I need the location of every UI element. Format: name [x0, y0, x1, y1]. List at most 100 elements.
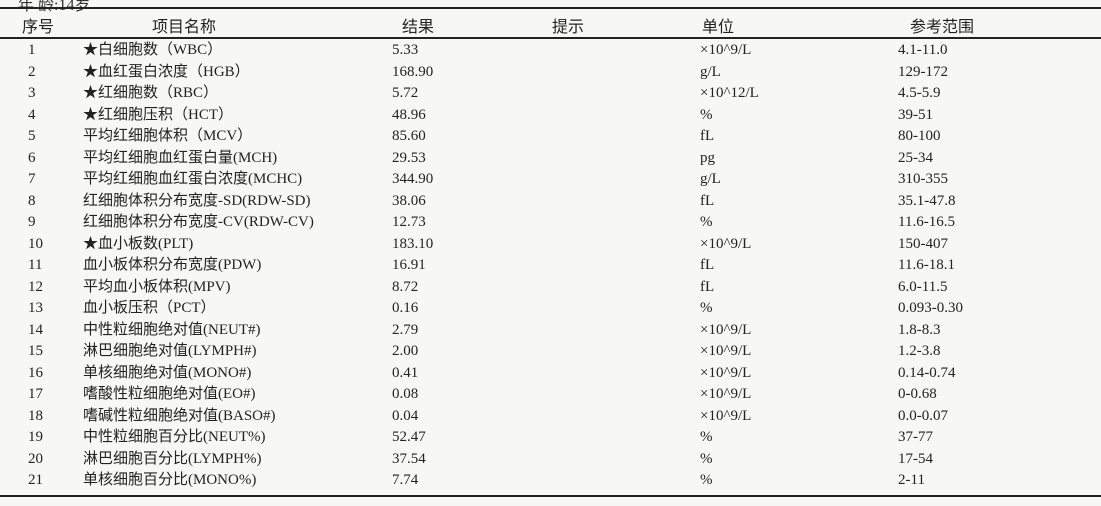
cell-item-name: 红细胞体积分布宽度-SD(RDW-SD): [83, 192, 311, 209]
cell-result: 38.06: [392, 192, 426, 209]
cell-index: 3: [28, 85, 36, 101]
cell-result: 183.10: [392, 235, 434, 252]
cell-unit: g/L: [700, 171, 721, 187]
cell-index: 21: [28, 472, 43, 488]
cell-item-name: 平均血小板体积(MPV): [83, 278, 231, 295]
cell-index: 2: [28, 63, 36, 80]
cell-unit: fL: [700, 278, 715, 295]
cell-index: 1: [28, 42, 36, 58]
cell-reference-range: 11.6-18.1: [898, 257, 955, 273]
table-row: 14 中性粒细胞绝对值(NEUT#) 2.79 ×10^9/L 1.8-8.3: [0, 320, 1101, 342]
cell-item-name: 单核细胞绝对值(MONO#): [83, 364, 252, 381]
cell-index: 18: [28, 407, 43, 424]
cell-item-name: 平均红细胞血红蛋白浓度(MCHC): [83, 171, 303, 187]
cell-unit: ×10^9/L: [700, 364, 752, 381]
cell-item-name: 单核细胞百分比(MONO%): [83, 472, 257, 488]
cell-result: 7.74: [392, 472, 419, 488]
cell-result: 0.16: [392, 300, 419, 316]
cell-unit: %: [700, 429, 713, 445]
cell-reference-range: 2-11: [898, 472, 925, 488]
table-row: 6 平均红细胞血红蛋白量(MCH) 29.53 pg 25-34: [0, 148, 1101, 170]
cell-index: 16: [28, 364, 43, 381]
col-header-unit: 单位: [702, 19, 735, 36]
table-row: 7 平均红细胞血红蛋白浓度(MCHC) 344.90 g/L 310-355: [0, 169, 1101, 191]
table-row: 4 ★红细胞压积（HCT） 48.96% 39-51: [0, 105, 1101, 127]
cell-reference-range: 129-172: [898, 63, 948, 80]
col-header-reference: 参考范围: [910, 19, 975, 36]
cell-item-name: ★血小板数(PLT): [83, 235, 194, 252]
cell-unit: ×10^9/L: [700, 235, 752, 252]
cell-index: 11: [28, 257, 43, 273]
cell-index: 20: [28, 450, 43, 467]
cell-unit: %: [700, 106, 713, 123]
cell-result: 0.04: [392, 407, 419, 424]
cell-result: 8.72: [392, 278, 419, 295]
cell-reference-range: 25-34: [898, 149, 933, 166]
cell-unit: ×10^9/L: [700, 343, 752, 359]
cell-reference-range: 0.093-0.30: [898, 300, 963, 316]
col-header-result: 结果: [402, 19, 435, 36]
cell-reference-range: 35.1-47.8: [898, 192, 956, 209]
cell-item-name: 嗜碱性粒细胞绝对值(BASO#): [83, 407, 276, 424]
cell-result: 0.41: [392, 364, 419, 381]
cell-index: 9: [28, 214, 36, 230]
table-row: 18 嗜碱性粒细胞绝对值(BASO#) 0.04 ×10^9/L 0.0-0.07: [0, 406, 1101, 428]
cell-reference-range: 4.1-11.0: [898, 42, 948, 58]
table-row: 3 ★红细胞数（RBC） 5.72 ×10^12/L 4.5-5.9: [0, 83, 1101, 105]
cell-unit: %: [700, 300, 713, 316]
cell-item-name: 淋巴细胞绝对值(LYMPH#): [83, 343, 257, 359]
cell-result: 48.96: [392, 106, 426, 123]
cell-unit: ×10^9/L: [700, 386, 752, 402]
table-row: 8 红细胞体积分布宽度-SD(RDW-SD) 38.06 fL 35.1-47.8: [0, 191, 1101, 213]
cell-index: 19: [28, 429, 43, 445]
table-row: 10 ★血小板数(PLT) 183.10 ×10^9/L 150-407: [0, 234, 1101, 256]
cell-index: 17: [28, 386, 43, 402]
cell-reference-range: 150-407: [898, 235, 948, 252]
table-row: 2 ★血红蛋白浓度（HGB） 168.90 g/L 129-172: [0, 62, 1101, 84]
cell-reference-range: 0-0.68: [898, 386, 937, 402]
col-header-index: 序号: [22, 19, 55, 36]
table-row: 16 单核细胞绝对值(MONO#) 0.41 ×10^9/L 0.14-0.74: [0, 363, 1101, 385]
cell-reference-range: 17-54: [898, 450, 933, 467]
table-row: 12 平均血小板体积(MPV) 8.72 fL 6.0-11.5: [0, 277, 1101, 299]
cell-result: 37.54: [392, 450, 426, 467]
table-row: 15 淋巴细胞绝对值(LYMPH#) 2.00 ×10^9/L 1.2-3.8: [0, 341, 1101, 363]
cell-result: 168.90: [392, 63, 434, 80]
cell-result: 29.53: [392, 149, 426, 166]
cell-index: 14: [28, 321, 43, 338]
cell-result: 344.90: [392, 171, 434, 187]
cell-unit: %: [700, 472, 713, 488]
table-row: 17 嗜酸性粒细胞绝对值(EO#) 0.08 ×10^9/L 0-0.68: [0, 384, 1101, 406]
top-rule: [0, 7, 1101, 9]
cell-index: 4: [28, 106, 36, 123]
cell-result: 16.91: [392, 257, 426, 273]
cell-reference-range: 6.0-11.5: [898, 278, 948, 295]
cell-reference-range: 39-51: [898, 106, 933, 123]
cell-index: 13: [28, 300, 43, 316]
table-row: 13 血小板压积（PCT） 0.16% 0.093-0.30: [0, 298, 1101, 320]
cell-reference-range: 11.6-16.5: [898, 214, 955, 230]
cell-item-name: 中性粒细胞绝对值(NEUT#): [83, 321, 261, 338]
cell-unit: fL: [700, 257, 715, 273]
bottom-rule: [0, 495, 1101, 497]
cell-item-name: 平均红细胞体积（MCV）: [83, 128, 253, 144]
cell-index: 10: [28, 235, 43, 252]
cell-index: 8: [28, 192, 36, 209]
cell-item-name: ★白细胞数（WBC）: [83, 42, 223, 58]
cell-unit: g/L: [700, 63, 721, 80]
table-row: 5 平均红细胞体积（MCV） 85.60 fL 80-100: [0, 126, 1101, 148]
cell-item-name: ★红细胞压积（HCT）: [83, 106, 234, 123]
cell-result: 12.73: [392, 214, 426, 230]
table-row: 19 中性粒细胞百分比(NEUT%) 52.47% 37-77: [0, 427, 1101, 449]
cell-result: 0.08: [392, 386, 419, 402]
cell-unit: fL: [700, 192, 715, 209]
cell-result: 5.72: [392, 85, 419, 101]
cell-item-name: 血小板体积分布宽度(PDW): [83, 257, 262, 273]
cell-unit: ×10^9/L: [700, 42, 752, 58]
cell-index: 12: [28, 278, 43, 295]
table-row: 21 单核细胞百分比(MONO%) 7.74% 2-11: [0, 470, 1101, 492]
cell-index: 7: [28, 171, 36, 187]
cell-unit: ×10^9/L: [700, 407, 752, 424]
table-row: 20 淋巴细胞百分比(LYMPH%) 37.54% 17-54: [0, 449, 1101, 471]
cell-reference-range: 4.5-5.9: [898, 85, 941, 101]
